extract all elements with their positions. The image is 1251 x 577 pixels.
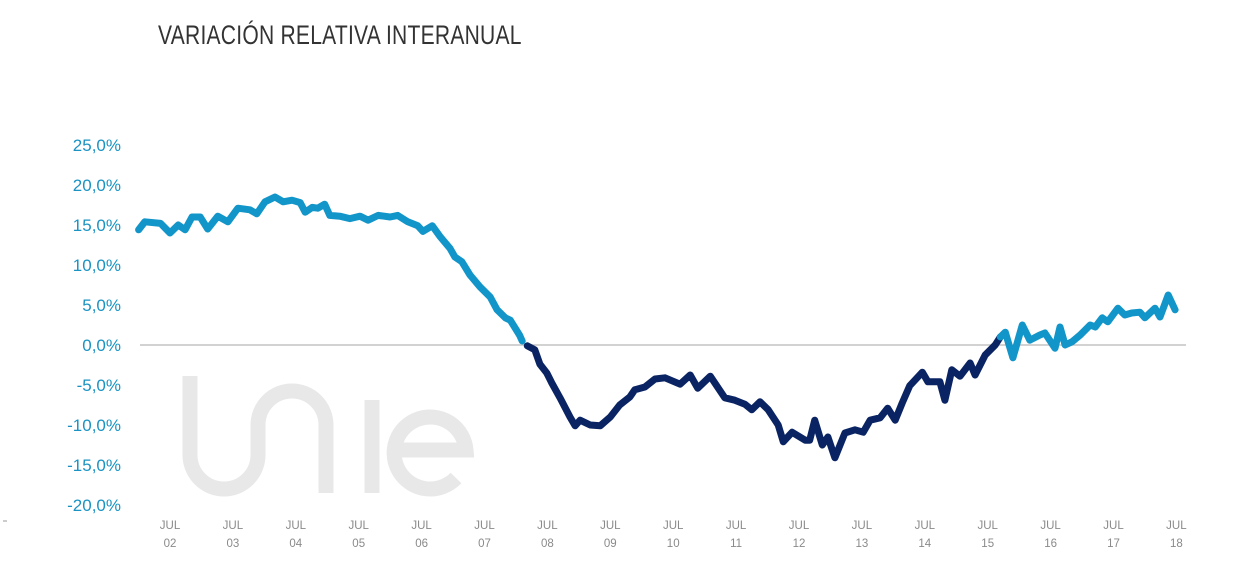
x-tick-month: JUL — [915, 520, 936, 532]
x-tick-year: 16 — [1044, 538, 1057, 550]
logo-stroke-e — [386, 409, 475, 497]
x-tick-month: JUL — [1103, 520, 1124, 532]
x-tick-year: 09 — [604, 538, 617, 550]
x-tick-month: JUL — [411, 520, 432, 532]
logo-stroke-i-u-n — [182, 376, 334, 497]
x-tick-month: JUL — [600, 520, 621, 532]
y-tick-label: 0,0% — [82, 336, 121, 355]
x-tick-month: JUL — [663, 520, 684, 532]
x-tick-year: 05 — [352, 538, 365, 550]
x-tick-year: 07 — [478, 538, 491, 550]
x-tick-month: JUL — [852, 520, 873, 532]
y-tick-label: -10,0% — [67, 416, 121, 435]
x-tick-year: 06 — [415, 538, 428, 550]
y-tick-label: 25,0% — [73, 136, 121, 155]
y-tick-label: 20,0% — [73, 176, 121, 195]
y-axis: 25,0% 20,0% 15,0% 10,0% 5,0% 0,0% -5,0% -10,0% -… — [67, 136, 121, 515]
x-tick-year: 02 — [164, 538, 177, 550]
y-tick-label: 5,0% — [82, 296, 121, 315]
x-tick-year: 18 — [1170, 538, 1183, 550]
x-tick-year: 17 — [1107, 538, 1120, 550]
imie-watermark-logo — [182, 376, 475, 497]
x-tick-month: JUL — [726, 520, 747, 532]
y-tick-label: -20,0% — [67, 496, 121, 515]
x-tick-year: 11 — [730, 538, 742, 550]
y-tick-label: 10,0% — [73, 256, 121, 275]
y-tick-label: -5,0% — [77, 376, 121, 395]
x-tick-year: 08 — [541, 538, 554, 550]
series-lines — [135, 193, 1179, 462]
x-tick-month: JUL — [1166, 520, 1187, 532]
y-tick-label: -15,0% — [67, 456, 121, 475]
x-tick-year: 14 — [918, 538, 931, 550]
x-tick-year: 12 — [793, 538, 806, 550]
x-tick-year: 03 — [227, 538, 240, 550]
x-tick-month: JUL — [474, 520, 495, 532]
x-tick-month: JUL — [348, 520, 369, 532]
x-tick-year: 15 — [981, 538, 994, 550]
x-tick-year: 13 — [856, 538, 869, 550]
x-tick-month: JUL — [160, 520, 181, 532]
x-tick-year: 04 — [289, 538, 302, 550]
x-axis: JUL 02 JUL 03 JUL 04 JUL 05 JUL 06 JUL 07 JUL 08 JUL 09… — [160, 520, 1187, 550]
series-line-growth-2002-2008 — [135, 193, 526, 345]
x-tick-month: JUL — [1040, 520, 1061, 532]
x-tick-month: JUL — [223, 520, 244, 532]
series-line-growth-2015-2018 — [996, 291, 1179, 362]
chart-title: VARIACIÓN RELATIVA INTERANUAL — [158, 20, 522, 50]
series-line-decline-2008-2015 — [523, 333, 1004, 462]
x-tick-month: JUL — [789, 520, 810, 532]
x-tick-year: 10 — [667, 538, 680, 550]
y-tick-label: 15,0% — [73, 216, 121, 235]
x-tick-month: JUL — [537, 520, 558, 532]
x-tick-month: JUL — [286, 520, 307, 532]
x-tick-month: JUL — [977, 520, 998, 532]
